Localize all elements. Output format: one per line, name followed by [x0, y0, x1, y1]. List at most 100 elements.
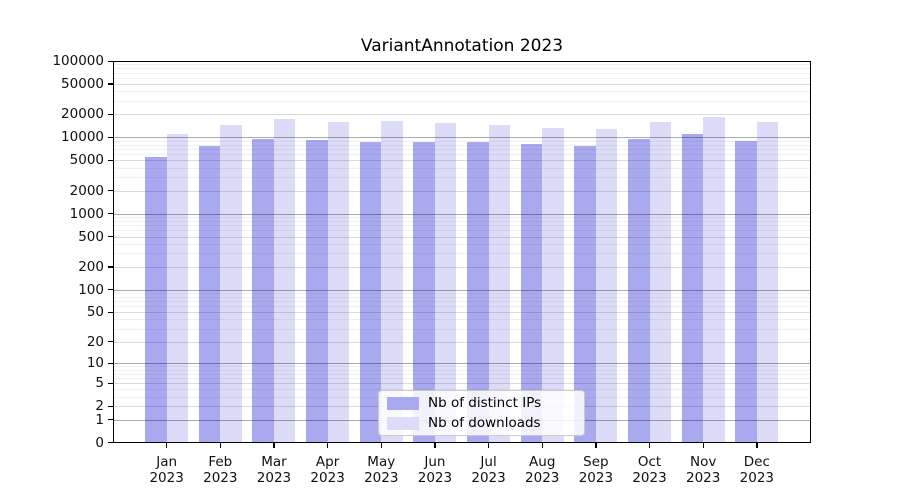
gridline-minor: [113, 366, 811, 368]
gridline-50: [113, 312, 811, 314]
x-tick-mark-nov: [702, 442, 704, 448]
x-tick-mark-feb: [219, 442, 221, 448]
bar-distinct-ips-mar: [252, 139, 274, 443]
bar-distinct-ips-nov: [681, 134, 704, 443]
bar-distinct-ips-oct: [628, 138, 650, 443]
x-tick-label-apr: Apr 2023: [310, 453, 345, 487]
bar-downloads-may: [381, 121, 403, 443]
y-tick-mark-0: [108, 442, 113, 444]
y-tick-mark-20: [108, 341, 113, 343]
gridline-minor: [113, 177, 811, 179]
x-tick-mark-jul: [487, 442, 490, 448]
y-tick-label-20: 20: [86, 333, 104, 350]
bar-downloads-feb: [220, 124, 242, 443]
x-tick-mark-sep: [595, 442, 597, 448]
y-tick-label-20000: 20000: [61, 106, 104, 123]
bar-downloads-jan: [166, 133, 189, 443]
bar-distinct-ips-jan: [145, 156, 167, 443]
x-tick-mark-jun: [434, 442, 436, 448]
bar-distinct-ips-may: [359, 141, 382, 443]
x-tick-label-feb: Feb 2023: [203, 453, 238, 487]
bar-distinct-ips-jun: [413, 142, 435, 443]
gridline-minor: [113, 140, 811, 142]
legend-item-downloads: Nb of downloads: [387, 415, 584, 431]
x-tick-mark-dec: [756, 442, 758, 448]
legend: Nb of distinct IPs Nb of downloads: [378, 390, 585, 436]
bar-downloads-jul: [488, 124, 511, 443]
y-tick-label-5000: 5000: [69, 152, 104, 169]
bar-downloads-sep: [595, 128, 618, 443]
y-tick-label-50: 50: [86, 304, 104, 321]
bar-downloads-aug: [542, 127, 564, 443]
y-tick-label-10000: 10000: [61, 129, 104, 146]
gridline-5000: [113, 160, 811, 162]
gridline-minor: [113, 296, 811, 298]
y-tick-mark-500: [108, 236, 113, 238]
bar-distinct-ips-aug: [520, 143, 543, 443]
y-tick-label-1: 1: [95, 411, 104, 428]
y-tick-mark-1: [108, 419, 113, 421]
gridline-minor: [113, 293, 811, 295]
y-tick-mark-200: [108, 266, 113, 268]
gridline-10000: [113, 137, 811, 139]
bar-distinct-ips-jul: [467, 141, 489, 443]
gridline-20000: [113, 114, 811, 116]
y-tick-mark-50: [108, 311, 113, 313]
x-tick-label-oct: Oct 2023: [632, 453, 667, 487]
y-tick-mark-100: [108, 289, 113, 291]
legend-label-downloads: Nb of downloads: [428, 415, 541, 431]
x-tick-mark-oct: [648, 442, 651, 448]
gridline-minor: [113, 154, 811, 156]
y-tick-mark-2: [108, 405, 113, 407]
gridline-500: [113, 236, 811, 238]
gridline-minor: [113, 77, 811, 79]
gridline-100: [113, 289, 811, 291]
gridline-minor: [113, 72, 811, 74]
gridline-minor: [113, 167, 811, 169]
chart-title: VariantAnnotation 2023: [360, 36, 564, 56]
x-tick-mark-aug: [541, 442, 543, 448]
gridline-minor: [113, 149, 811, 151]
y-tick-label-100: 100: [78, 281, 104, 298]
bar-distinct-ips-sep: [574, 145, 596, 443]
y-tick-label-2000: 2000: [69, 182, 104, 199]
gridline-minor: [113, 243, 811, 245]
gridline-minor: [113, 389, 811, 391]
y-tick-mark-5: [108, 382, 113, 384]
y-tick-label-50000: 50000: [61, 75, 104, 92]
gridline-2000: [113, 190, 811, 192]
y-tick-label-2: 2: [95, 398, 104, 415]
x-tick-label-sep: Sep 2023: [578, 453, 614, 487]
y-tick-label-1000: 1000: [69, 205, 104, 222]
gridline-minor: [113, 217, 811, 219]
y-tick-label-100000: 100000: [52, 53, 104, 69]
y-tick-mark-2000: [108, 190, 113, 192]
legend-swatch-downloads: [387, 416, 419, 430]
gridline-minor: [113, 230, 811, 232]
gridline-minor: [113, 328, 811, 330]
y-tick-label-5: 5: [95, 375, 104, 392]
bar-downloads-apr: [327, 122, 350, 443]
bar-downloads-oct: [649, 121, 672, 443]
x-tick-label-jan: Jan 2023: [149, 453, 184, 487]
gridline-200: [113, 266, 811, 268]
x-tick-mark-may: [380, 442, 382, 448]
x-tick-label-aug: Aug 2023: [525, 453, 560, 487]
gridline-minor: [113, 91, 811, 93]
bar-downloads-nov: [703, 117, 725, 443]
gridline-50000: [113, 83, 811, 85]
gridline-1000: [113, 213, 811, 215]
y-tick-mark-100000: [108, 60, 113, 62]
gridline-minor: [113, 225, 811, 227]
x-tick-label-mar: Mar 2023: [256, 453, 292, 487]
plot-frame: [113, 61, 811, 443]
x-tick-mark-jan: [166, 442, 168, 448]
gridline-10: [113, 363, 811, 365]
gridline-minor: [113, 301, 811, 303]
bar-downloads-dec: [756, 122, 779, 443]
bar-distinct-ips-apr: [306, 140, 328, 443]
gridline-minor: [113, 220, 811, 222]
gridline-minor: [113, 253, 811, 255]
gridline-minor: [113, 144, 811, 146]
